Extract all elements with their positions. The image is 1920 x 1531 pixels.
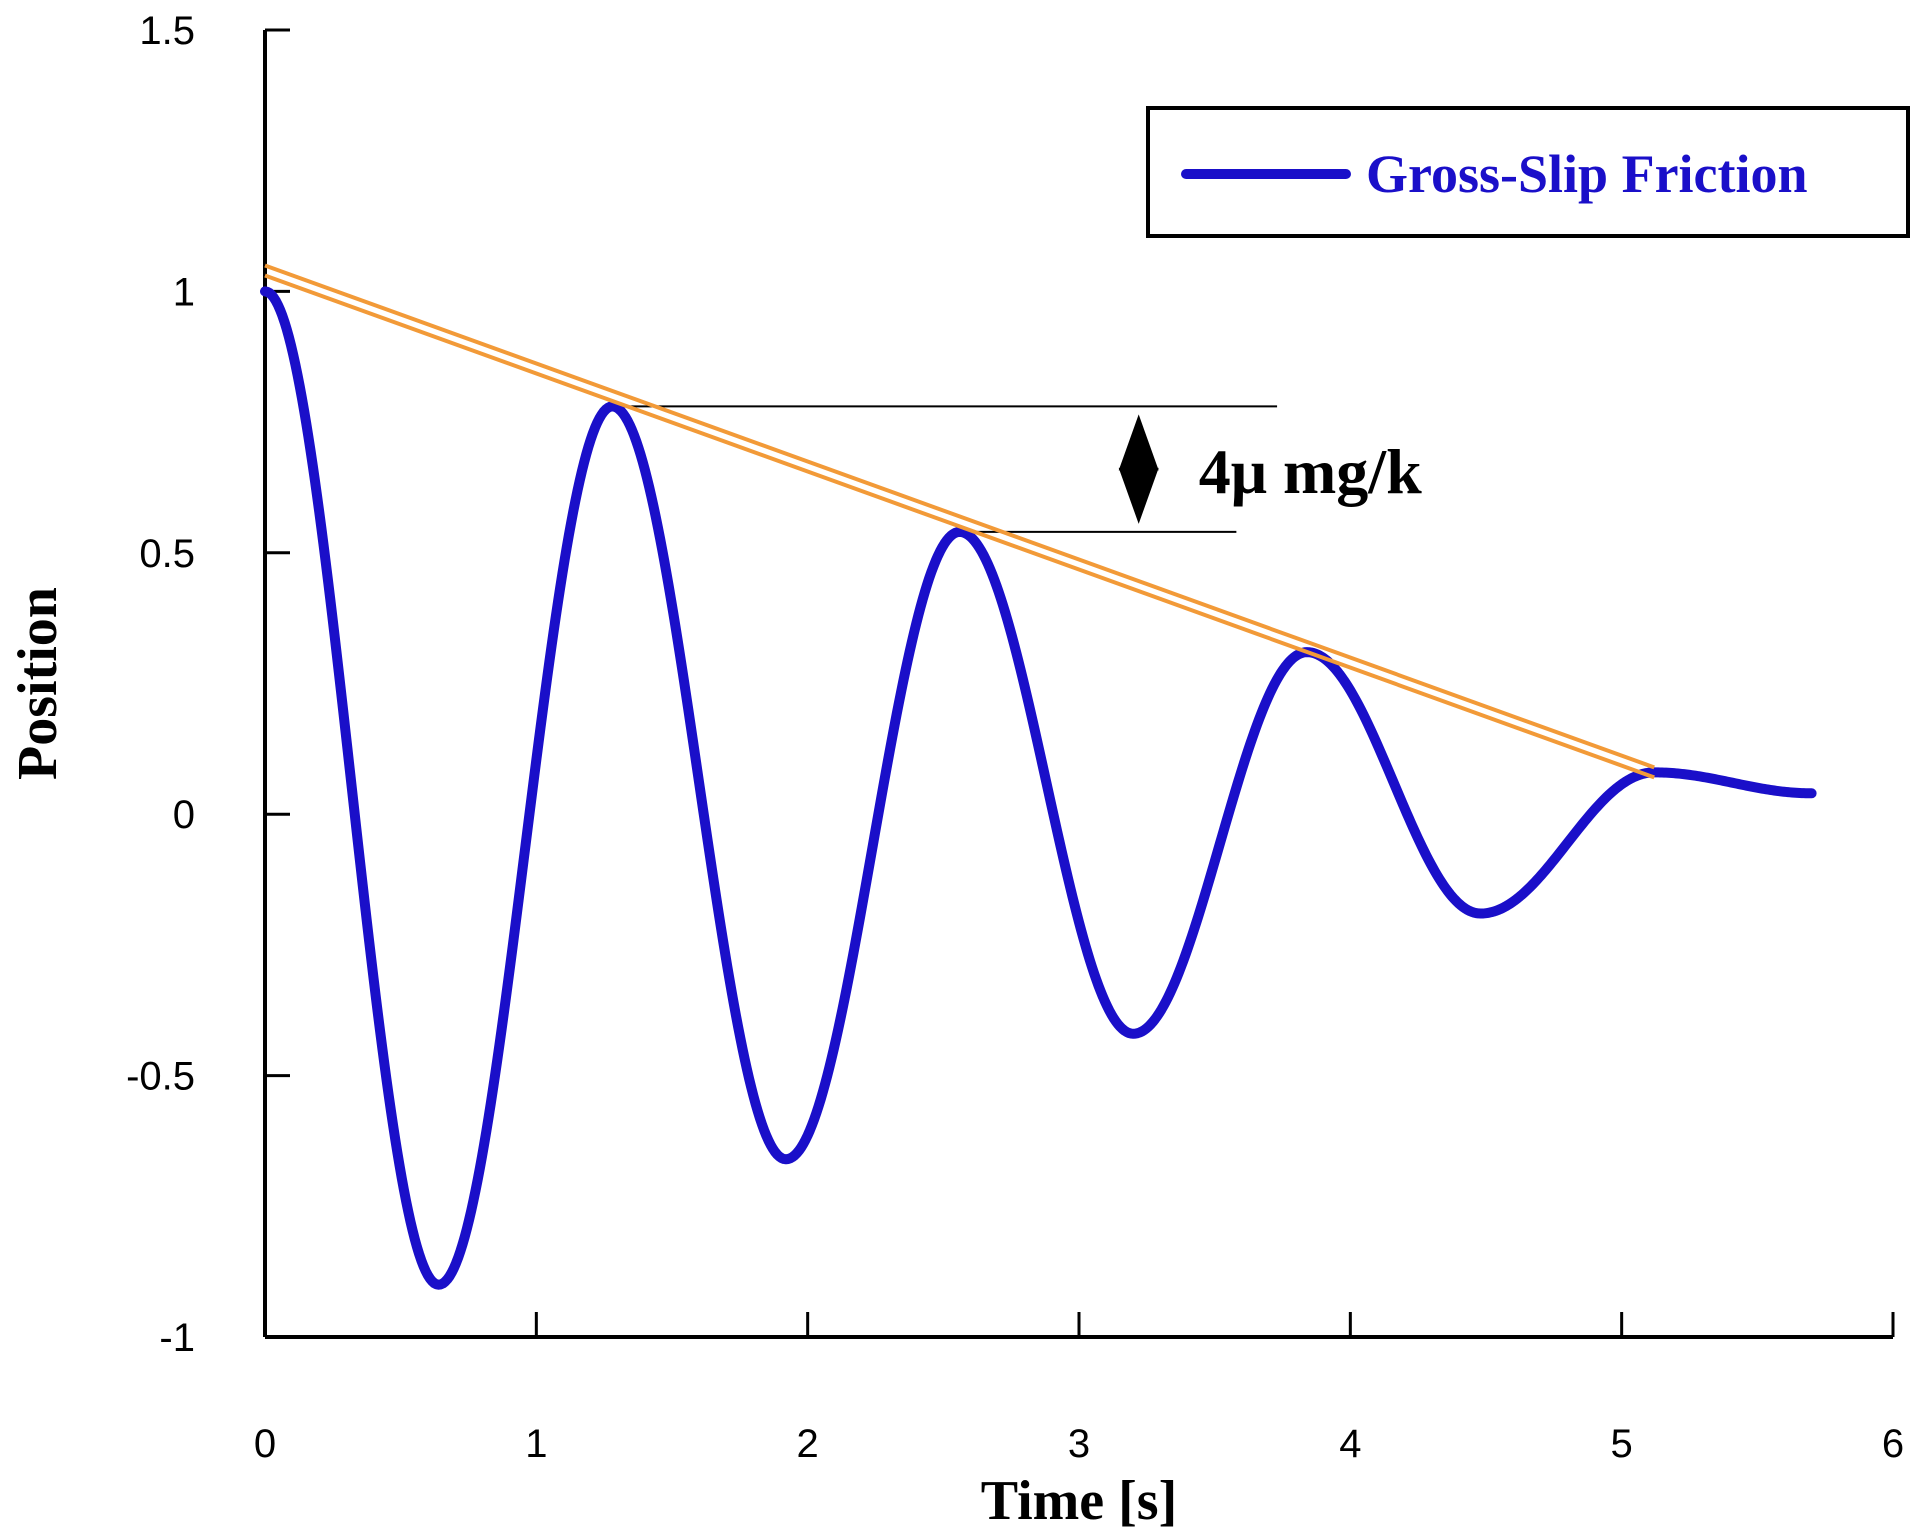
friction-envelope-lower [264, 273, 1655, 780]
y-tick-label: 0 [173, 793, 195, 837]
x-tick-label: 6 [1882, 1422, 1904, 1466]
legend-layer: Gross-Slip Friction [1146, 106, 1910, 238]
y-tick-label: 1.5 [139, 9, 195, 53]
axes-layer: -1 -0.5 0 0.5 1 1.5 0 1 2 3 4 5 6 Time [s] Position [7, 9, 1904, 1531]
y-tick-label: 0.5 [139, 532, 195, 576]
series-line-gross-slip-friction [260, 286, 1817, 1290]
y-tick-label: -1 [159, 1316, 195, 1360]
x-tick-label: 1 [525, 1422, 547, 1466]
annotation-layer: 4μ mg/k [1118, 414, 1422, 524]
legend-label: Gross-Slip Friction [1366, 144, 1808, 204]
envelope-layer [264, 263, 1655, 780]
x-tick-label: 3 [1068, 1422, 1090, 1466]
arrow-up-icon [1118, 414, 1159, 471]
friction-envelope-upper [264, 263, 1655, 770]
annotation-label: 4μ mg/k [1199, 436, 1422, 507]
x-tick-label: 2 [797, 1422, 819, 1466]
guide-layer [623, 405, 1278, 533]
series-layer [260, 286, 1817, 1290]
x-tick-label: 4 [1339, 1422, 1361, 1466]
x-tick-label: 0 [254, 1422, 276, 1466]
y-tick-label: 1 [173, 270, 195, 314]
arrow-down-icon [1118, 467, 1159, 524]
y-axis-title: Position [7, 587, 69, 780]
x-axis-title: Time [s] [981, 1470, 1178, 1531]
y-tick-label: -0.5 [126, 1055, 195, 1099]
x-tick-label: 5 [1611, 1422, 1633, 1466]
